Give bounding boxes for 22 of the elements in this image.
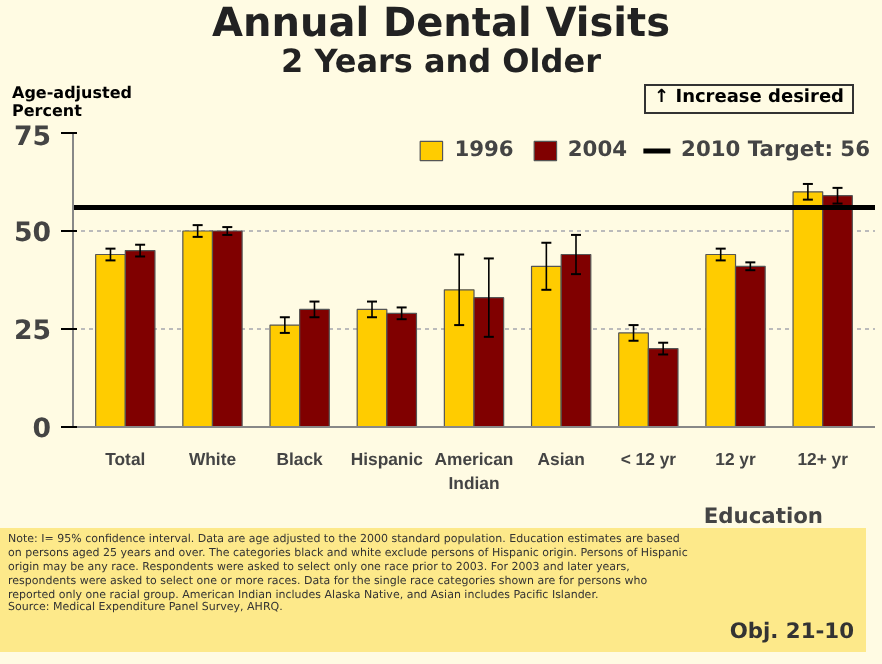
x-tick-label: 12 yr bbox=[715, 449, 757, 469]
text: Obj. 21-10 bbox=[729, 617, 854, 644]
legend-label: 1996 bbox=[454, 136, 514, 162]
text: ↑ Increase desired bbox=[644, 84, 854, 114]
chart-title: Annual Dental Visits bbox=[210, 0, 672, 46]
x-tick-label: Total bbox=[105, 449, 146, 469]
x-tick-label: Black bbox=[276, 449, 324, 469]
x-tick-label: American Indian bbox=[434, 449, 514, 493]
y-tick-label: 50 bbox=[13, 219, 52, 249]
y-axis-title: Age-adjusted Percent bbox=[12, 84, 134, 120]
x-tick-label: < 12 yr bbox=[620, 449, 678, 469]
x-tick-label: 12+ yr bbox=[797, 449, 850, 469]
x-tick-label: White bbox=[188, 449, 237, 469]
x-tick-label: Asian bbox=[537, 449, 585, 469]
legend-label: 2010 Target: 56 bbox=[681, 136, 870, 162]
y-tick-label: 0 bbox=[32, 415, 52, 445]
chart-subtitle: 2 Years and Older bbox=[279, 42, 603, 80]
legend-label: 2004 bbox=[567, 136, 628, 162]
x-tick-label: Hispanic bbox=[350, 449, 424, 469]
y-tick-label: 25 bbox=[13, 317, 52, 347]
y-tick-label: 75 bbox=[13, 123, 52, 153]
text: Education bbox=[703, 503, 823, 529]
